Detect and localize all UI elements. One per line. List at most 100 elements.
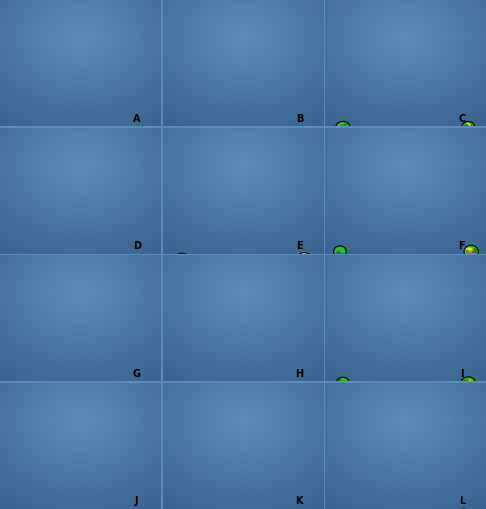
Ellipse shape: [255, 290, 266, 299]
Ellipse shape: [412, 164, 414, 165]
Ellipse shape: [62, 303, 65, 305]
Ellipse shape: [217, 433, 220, 434]
Ellipse shape: [118, 170, 119, 171]
Ellipse shape: [344, 127, 346, 129]
Ellipse shape: [105, 297, 106, 299]
Ellipse shape: [18, 141, 21, 143]
Ellipse shape: [233, 438, 242, 446]
Ellipse shape: [246, 295, 249, 297]
Ellipse shape: [86, 430, 87, 432]
Text: B: B: [295, 114, 303, 124]
Ellipse shape: [419, 415, 421, 417]
Ellipse shape: [282, 414, 295, 426]
Ellipse shape: [105, 422, 106, 424]
Ellipse shape: [349, 133, 352, 136]
Ellipse shape: [374, 280, 378, 281]
Ellipse shape: [449, 395, 460, 406]
Ellipse shape: [99, 303, 102, 305]
Ellipse shape: [234, 194, 236, 196]
Ellipse shape: [203, 425, 205, 427]
Ellipse shape: [108, 422, 111, 423]
Ellipse shape: [207, 177, 209, 179]
Ellipse shape: [465, 379, 471, 386]
Ellipse shape: [132, 259, 146, 270]
Ellipse shape: [436, 155, 439, 156]
Ellipse shape: [458, 271, 461, 273]
Ellipse shape: [433, 154, 434, 157]
Ellipse shape: [59, 303, 62, 304]
Ellipse shape: [29, 274, 32, 276]
Ellipse shape: [463, 380, 467, 382]
Ellipse shape: [47, 420, 58, 430]
Ellipse shape: [73, 304, 76, 306]
Ellipse shape: [447, 275, 449, 277]
Ellipse shape: [301, 397, 307, 403]
Ellipse shape: [239, 192, 241, 194]
Ellipse shape: [198, 167, 201, 168]
Ellipse shape: [469, 381, 471, 384]
Ellipse shape: [343, 131, 355, 143]
Ellipse shape: [385, 418, 387, 419]
Ellipse shape: [126, 156, 128, 158]
Ellipse shape: [139, 389, 142, 391]
Ellipse shape: [26, 399, 30, 401]
Ellipse shape: [195, 274, 199, 276]
Ellipse shape: [293, 157, 294, 159]
Ellipse shape: [339, 383, 342, 385]
Ellipse shape: [339, 379, 341, 381]
Ellipse shape: [53, 426, 55, 428]
Ellipse shape: [275, 427, 279, 433]
Ellipse shape: [290, 274, 292, 276]
Ellipse shape: [407, 415, 416, 423]
Ellipse shape: [343, 387, 355, 398]
Ellipse shape: [136, 264, 138, 267]
Ellipse shape: [41, 292, 42, 293]
Ellipse shape: [246, 192, 247, 193]
Ellipse shape: [191, 414, 203, 426]
Ellipse shape: [61, 429, 63, 431]
Ellipse shape: [299, 253, 306, 262]
Ellipse shape: [32, 286, 35, 288]
Ellipse shape: [396, 420, 399, 421]
Ellipse shape: [375, 280, 376, 282]
Ellipse shape: [209, 286, 220, 296]
Ellipse shape: [40, 165, 42, 166]
Ellipse shape: [296, 267, 298, 269]
Ellipse shape: [290, 418, 293, 419]
Ellipse shape: [351, 270, 354, 271]
Ellipse shape: [127, 282, 129, 285]
Ellipse shape: [131, 403, 134, 404]
Ellipse shape: [22, 141, 26, 143]
Ellipse shape: [271, 185, 274, 186]
Ellipse shape: [138, 134, 141, 135]
Ellipse shape: [23, 263, 27, 264]
Ellipse shape: [466, 125, 472, 130]
Ellipse shape: [284, 165, 287, 167]
Ellipse shape: [274, 177, 275, 178]
Ellipse shape: [61, 177, 62, 178]
Text: K: K: [295, 496, 303, 506]
Ellipse shape: [217, 436, 220, 438]
Ellipse shape: [441, 406, 443, 407]
Ellipse shape: [418, 157, 429, 166]
Ellipse shape: [59, 298, 69, 306]
Ellipse shape: [386, 285, 387, 286]
Ellipse shape: [259, 192, 261, 193]
Ellipse shape: [351, 267, 354, 269]
Ellipse shape: [346, 134, 348, 137]
Ellipse shape: [360, 403, 372, 413]
Ellipse shape: [178, 392, 191, 404]
Ellipse shape: [442, 271, 452, 280]
Ellipse shape: [344, 256, 351, 263]
Ellipse shape: [275, 429, 278, 430]
Ellipse shape: [23, 146, 26, 147]
Ellipse shape: [214, 285, 218, 292]
Ellipse shape: [200, 287, 203, 289]
Ellipse shape: [236, 192, 238, 194]
Ellipse shape: [104, 299, 106, 301]
Ellipse shape: [119, 418, 121, 420]
Ellipse shape: [49, 294, 58, 302]
Ellipse shape: [464, 393, 468, 394]
Ellipse shape: [249, 295, 251, 297]
Ellipse shape: [466, 254, 470, 256]
